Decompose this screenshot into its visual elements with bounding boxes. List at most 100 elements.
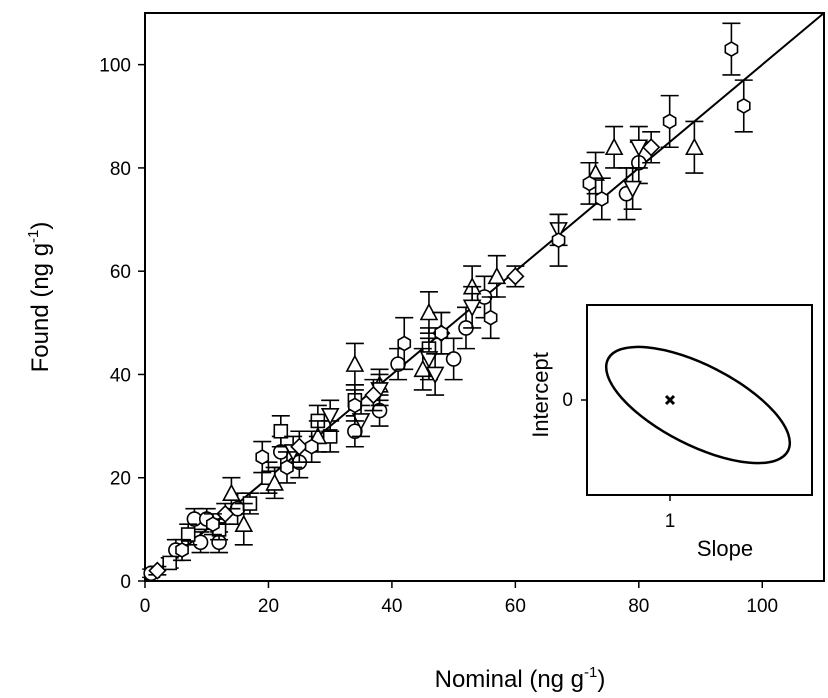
hexagon-point xyxy=(277,451,296,484)
diamond-marker xyxy=(148,561,167,580)
square-point xyxy=(179,523,198,546)
hexagon-marker xyxy=(434,325,449,342)
triangle-down-point xyxy=(419,337,439,381)
triangle-down-point xyxy=(462,285,482,329)
hexagon-marker xyxy=(662,113,677,130)
triangle-down-marker xyxy=(419,351,439,369)
y-tick-label: 20 xyxy=(110,469,131,490)
inset-frame xyxy=(586,304,813,496)
diamond-marker xyxy=(506,267,525,286)
hexagon-marker xyxy=(582,175,597,192)
x-tick-label: 0 xyxy=(140,596,151,617)
triangle-up-point xyxy=(604,125,624,169)
hexagon-marker xyxy=(175,542,189,558)
diamond-point xyxy=(506,265,525,288)
triangle-up-point xyxy=(345,342,365,386)
triangle-up-marker xyxy=(413,359,433,378)
x-tick-label: 100 xyxy=(746,596,778,617)
hexagon-point xyxy=(173,538,192,562)
square-point xyxy=(160,555,179,571)
hexagon-marker xyxy=(736,97,751,114)
triangle-down-point xyxy=(623,167,642,211)
hexagon-marker xyxy=(255,449,270,466)
triangle-down-marker xyxy=(462,299,482,318)
y-tick-label: 40 xyxy=(110,365,131,386)
triangle-up-marker xyxy=(234,514,254,533)
x-tick-label: 80 xyxy=(628,596,649,617)
hexagon-marker xyxy=(347,397,362,414)
hexagon-point xyxy=(660,94,679,149)
triangle-up-point xyxy=(685,120,704,174)
x-tick-label: 60 xyxy=(505,596,526,617)
square-point xyxy=(271,414,290,448)
diamond-marker xyxy=(642,138,661,157)
hexagon-point xyxy=(592,177,611,221)
triangle-up-marker xyxy=(604,137,624,156)
triangle-up-point xyxy=(487,254,507,298)
inset-center-marker xyxy=(664,394,676,406)
hexagon-marker xyxy=(206,516,220,533)
square-marker xyxy=(180,527,196,542)
hexagon-marker xyxy=(483,309,498,326)
inset-x-label: Slope xyxy=(697,536,753,561)
triangle-down-point xyxy=(425,352,445,396)
confidence-ellipse xyxy=(604,345,792,465)
diamond-marker xyxy=(290,437,309,456)
hexagon-marker xyxy=(594,190,609,207)
triangle-down-marker xyxy=(320,407,340,426)
hexagon-point xyxy=(481,296,500,340)
circle-marker xyxy=(192,534,209,551)
hexagon-point xyxy=(302,430,321,464)
circle-point xyxy=(389,347,408,381)
triangle-up-marker xyxy=(685,137,704,156)
square-marker xyxy=(273,423,289,439)
hexagon-point xyxy=(345,389,364,422)
data-points xyxy=(142,22,753,582)
y-tick-label: 100 xyxy=(99,56,131,77)
diamond-point xyxy=(364,378,383,412)
hexagon-marker xyxy=(397,335,412,352)
inset-x-tick-label: 1 xyxy=(665,511,676,532)
diamond-point xyxy=(216,502,235,526)
diamond-point xyxy=(642,130,661,164)
triangle-up-marker xyxy=(487,266,507,285)
triangle-up-point xyxy=(234,502,254,546)
circle-marker xyxy=(445,351,462,367)
hexagon-point xyxy=(395,316,414,371)
x-ticks: 0 20 40 60 80 100 xyxy=(140,581,778,617)
triangle-down-marker xyxy=(425,366,445,385)
x-tick-label: 40 xyxy=(381,596,402,617)
x-axis-title: Nominal (ng g-1) xyxy=(435,664,606,693)
y-axis-title: Found (ng g-1) xyxy=(25,222,54,373)
inset-y-tick-label: 0 xyxy=(562,390,573,411)
x-tick-label: 20 xyxy=(258,596,279,617)
diamond-marker xyxy=(216,504,235,524)
hexagon-point xyxy=(253,440,272,474)
hexagon-point xyxy=(580,161,599,205)
hexagon-point xyxy=(722,22,741,76)
y-tick-label: 80 xyxy=(110,159,131,180)
hexagon-point xyxy=(734,79,753,133)
hexagon-point xyxy=(203,513,222,536)
hexagon-marker xyxy=(551,232,566,249)
triangle-down-marker xyxy=(623,180,642,199)
diamond-point xyxy=(148,561,167,580)
triangle-up-marker xyxy=(345,354,365,372)
hexagon-point xyxy=(549,213,568,267)
square-marker xyxy=(162,555,177,571)
y-tick-label: 60 xyxy=(110,262,131,283)
circle-point xyxy=(444,337,463,381)
triangle-down-point xyxy=(320,399,340,433)
triangle-up-marker xyxy=(222,483,241,502)
main-axes xyxy=(144,12,825,582)
inset-panel: 1 0 Slope Intercept xyxy=(528,304,813,561)
circle-marker xyxy=(390,356,406,372)
circle-marker xyxy=(347,423,363,440)
hexagon-marker xyxy=(304,438,319,455)
diamond-marker xyxy=(364,385,383,405)
hexagon-point xyxy=(432,311,451,355)
inset-y-label: Intercept xyxy=(528,352,553,438)
hexagon-marker xyxy=(724,41,739,58)
plot-frame xyxy=(144,12,825,582)
